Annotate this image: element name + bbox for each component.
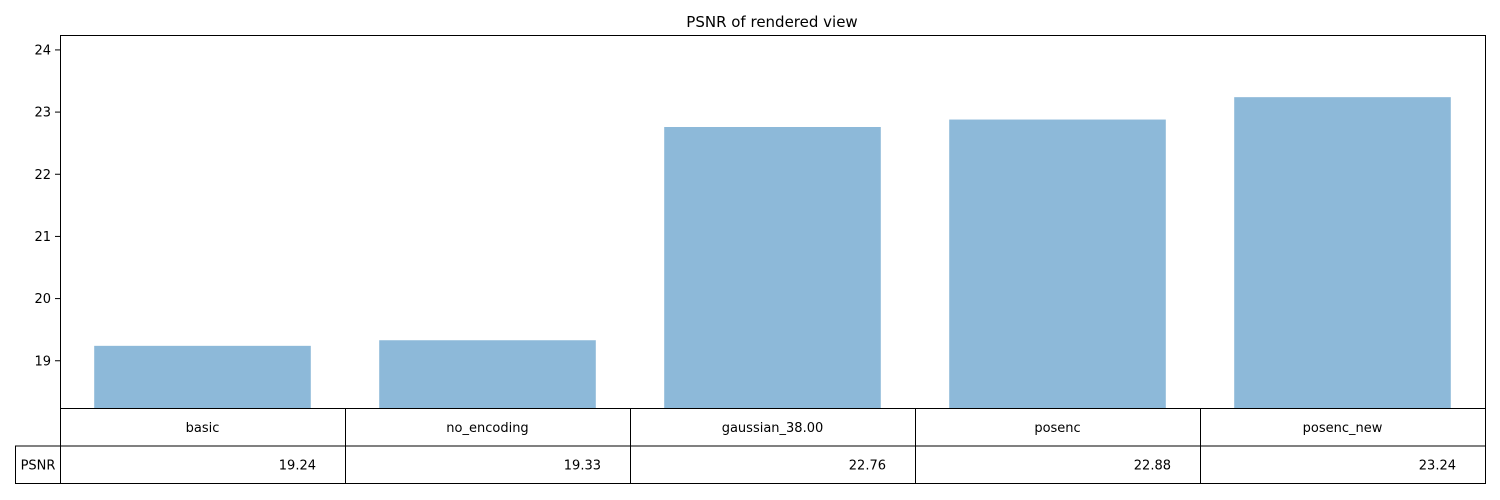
table-col-label: posenc_new	[1303, 421, 1383, 436]
y-tick-label: 22	[34, 168, 51, 183]
table-col-label: posenc	[1034, 421, 1080, 436]
bar-posenc	[949, 119, 1166, 409]
table-col-label: no_encoding	[446, 421, 528, 436]
table-col-label: basic	[186, 421, 220, 436]
table-cell-value: 22.76	[849, 458, 886, 473]
y-tick-label: 21	[34, 230, 51, 245]
table-row-label-cell	[15, 445, 61, 484]
table-cell-value: 19.33	[564, 458, 601, 473]
y-tick-label: 24	[34, 43, 51, 58]
bar-posenc_new	[1234, 97, 1451, 409]
table-cell-value: 19.24	[279, 458, 316, 473]
y-tick-label: 19	[34, 354, 51, 369]
bars-layer	[94, 97, 1451, 409]
chart-title: PSNR of rendered view	[686, 13, 857, 31]
bar-basic	[94, 345, 311, 408]
data-table: basic 19.24 no_encoding 19.33 gaussian_38.00…	[15, 408, 1486, 484]
table-col-label: gaussian_38.00	[722, 421, 824, 436]
y-axis: 19 20 21 22 23 24	[34, 43, 60, 369]
bar-gaussian_38.00	[664, 127, 881, 409]
table-row-label: PSNR	[21, 458, 56, 473]
bar-no_encoding	[379, 340, 596, 408]
table-cell	[1200, 445, 1486, 484]
table-cell-value: 23.24	[1419, 458, 1456, 473]
table-cell-value: 22.88	[1134, 458, 1171, 473]
y-tick-label: 23	[34, 106, 51, 121]
y-tick-label: 20	[34, 292, 51, 307]
